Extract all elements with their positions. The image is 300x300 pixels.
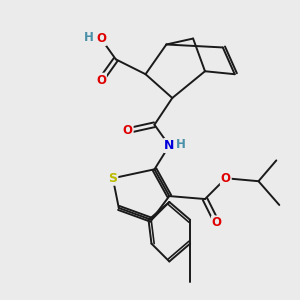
- Text: O: O: [212, 216, 222, 229]
- Text: O: O: [221, 172, 231, 185]
- Text: H: H: [176, 138, 186, 151]
- Text: S: S: [108, 172, 117, 185]
- Text: O: O: [96, 32, 106, 45]
- Text: O: O: [123, 124, 133, 137]
- Text: N: N: [164, 139, 175, 152]
- Text: O: O: [96, 74, 106, 87]
- Text: H: H: [83, 32, 93, 44]
